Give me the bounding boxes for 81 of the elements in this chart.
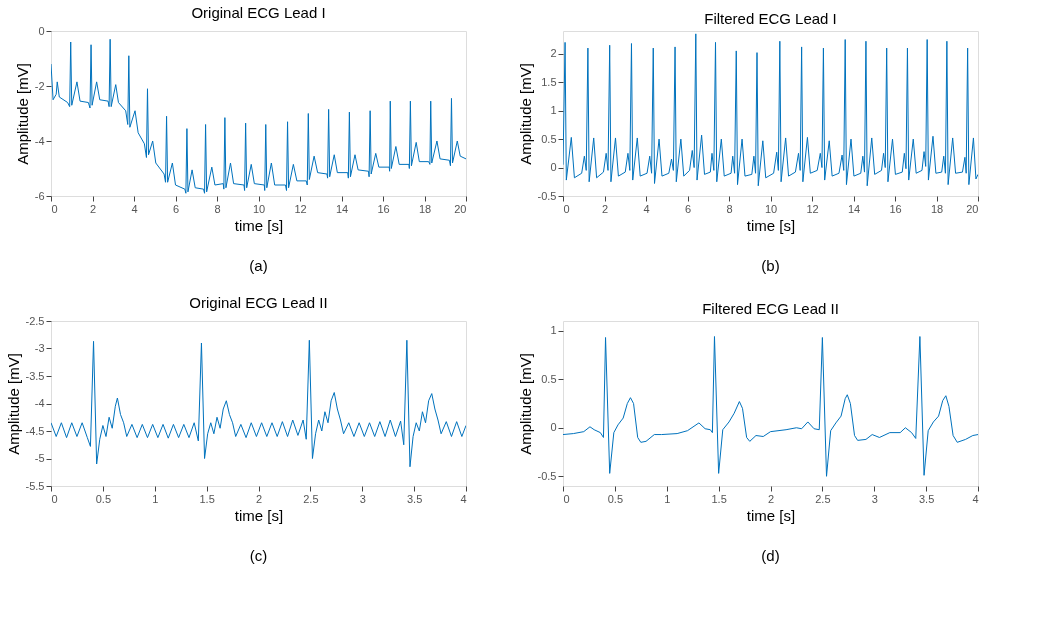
x-tick-label: 10: [764, 202, 778, 215]
y-tick-label: -2: [34, 79, 45, 92]
x-axis-title: time [s]: [234, 506, 284, 524]
x-tick-label: 12: [294, 202, 307, 215]
y-tick-label: 1: [550, 104, 557, 117]
y-tick-label: -4: [34, 134, 45, 147]
chart-title: Original ECG Lead I: [191, 4, 326, 21]
line-series: [563, 336, 978, 477]
x-tick-label: 3: [359, 492, 366, 505]
x-tick-label: 8: [726, 202, 733, 215]
x-tick-label: 4: [131, 202, 138, 215]
y-tick-label: -0.5: [537, 469, 557, 482]
x-tick-label: 1.5: [711, 492, 727, 505]
x-tick-label: 0.5: [607, 492, 624, 505]
y-tick-label: -2.5: [25, 314, 45, 327]
x-tick-label: 3.5: [406, 492, 423, 505]
x-tick-label: 2: [89, 202, 97, 215]
chart-title: Filtered ECG Lead I: [704, 10, 837, 27]
x-tick-label: 18: [418, 202, 432, 215]
x-tick-label: 1: [664, 492, 671, 505]
y-axis-title: Amplitude [mV]: [4, 353, 22, 455]
x-axis-title: time [s]: [746, 506, 796, 524]
y-tick-label: -4: [34, 397, 45, 409]
x-tick-label: 2: [601, 202, 609, 215]
x-tick-label: 2: [255, 492, 263, 505]
line-series: [51, 38, 466, 194]
y-tick-label: -5.5: [25, 479, 45, 492]
chart-title: Filtered ECG Lead II: [702, 300, 839, 317]
x-tick-label: 20: [454, 202, 467, 215]
x-tick-label: 20: [966, 202, 979, 215]
x-tick-label: 2.5: [303, 492, 319, 505]
y-tick-label: 1: [550, 324, 557, 337]
x-tick-label: 4: [643, 202, 650, 215]
text: (d): [761, 547, 780, 564]
y-tick-label: 0: [550, 421, 557, 434]
x-tick-label: 10: [252, 202, 266, 215]
x-tick-label: 3.5: [918, 492, 935, 505]
chart-title: Original ECG Lead II: [189, 294, 328, 311]
x-axis-title: time [s]: [746, 216, 796, 234]
x-tick-label: 8: [214, 202, 221, 215]
y-tick-label: 0.5: [541, 372, 557, 385]
y-tick-label: -5: [34, 452, 45, 464]
text: (c): [249, 547, 268, 564]
y-tick-label: 0: [38, 24, 45, 37]
x-tick-label: 0: [51, 492, 58, 505]
y-tick-label: -3.5: [25, 369, 45, 382]
y-axis-title: Amplitude [mV]: [516, 353, 534, 455]
x-tick-label: 16: [889, 202, 902, 215]
x-tick-label: 18: [930, 202, 944, 215]
x-tick-label: 16: [377, 202, 390, 215]
y-tick-label: 1.5: [541, 75, 557, 88]
y-tick-label: -6: [34, 189, 45, 202]
x-tick-label: 0: [563, 492, 570, 505]
line-series: [563, 33, 978, 187]
line-series: [51, 339, 466, 468]
y-tick-label: 0.5: [541, 132, 557, 145]
x-tick-label: 14: [335, 202, 349, 215]
x-tick-label: 0.5: [95, 492, 112, 505]
y-axis-title: Amplitude [mV]: [13, 63, 31, 165]
x-tick-label: 6: [684, 202, 692, 215]
x-tick-label: 14: [847, 202, 861, 215]
y-axis-title: Amplitude [mV]: [516, 63, 534, 165]
y-tick-label: 2: [550, 47, 557, 60]
x-tick-label: 3: [871, 492, 878, 505]
text: (a): [249, 257, 268, 274]
x-tick-label: 1: [152, 492, 159, 505]
x-tick-label: 0: [563, 202, 570, 215]
x-tick-label: 1.5: [199, 492, 215, 505]
text: (b): [761, 257, 780, 274]
y-tick-label: -3: [34, 342, 45, 354]
x-axis-title: time [s]: [234, 216, 284, 234]
x-tick-label: 4: [460, 492, 467, 505]
y-tick-label: -0.5: [537, 189, 557, 202]
x-tick-label: 2: [767, 492, 775, 505]
x-tick-label: 0: [51, 202, 58, 215]
x-tick-label: 4: [972, 492, 979, 505]
y-tick-label: 0: [550, 161, 557, 174]
x-tick-label: 12: [806, 202, 819, 215]
x-tick-label: 6: [172, 202, 180, 215]
y-tick-label: -4.5: [25, 424, 45, 437]
x-tick-label: 2.5: [815, 492, 831, 505]
